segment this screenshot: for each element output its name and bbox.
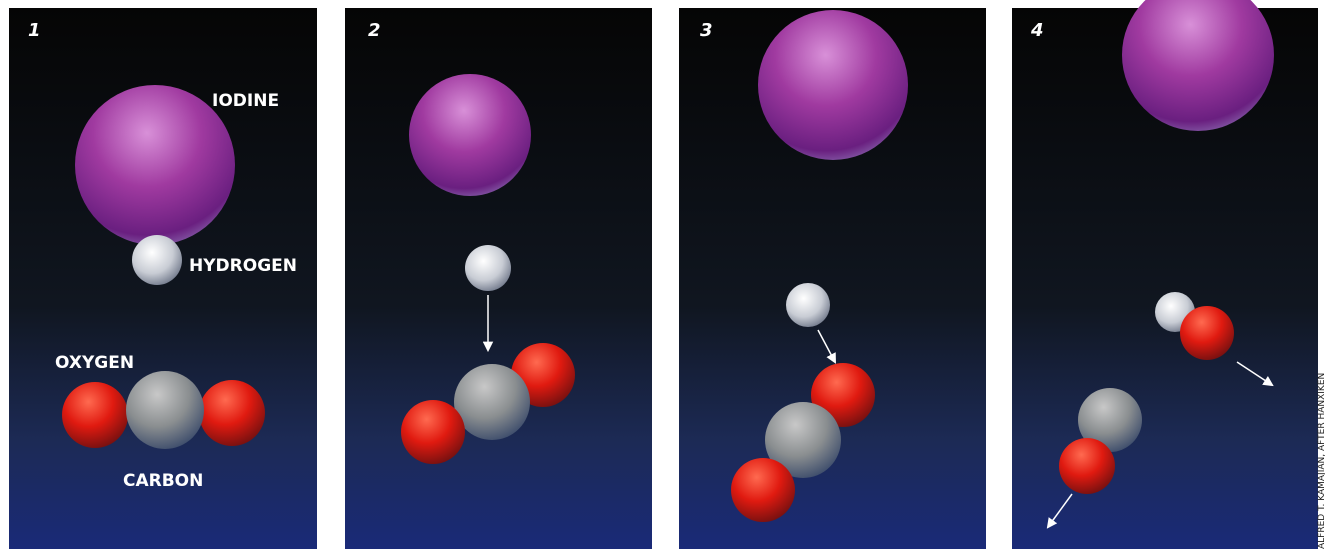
panel-1: 1 IODINE HYDROGEN OXYGEN CARBON (28, 20, 297, 491)
iodine-label: IODINE (212, 91, 279, 111)
arrow (1236, 361, 1274, 387)
oxygen-atom (199, 380, 265, 446)
panel-number: 4 (1030, 20, 1044, 41)
iodine-atom (1122, 0, 1274, 131)
hydrogen-atom (786, 283, 830, 327)
arrow (817, 329, 836, 364)
oxygen-atom (62, 382, 128, 448)
oxygen-label: OXYGEN (55, 353, 134, 373)
oxygen-atom (1180, 306, 1234, 360)
iodine-atom (409, 74, 531, 196)
oxygen-atom (401, 400, 465, 464)
carbon-atom (1078, 388, 1142, 452)
panel-4: 4 (1030, 0, 1274, 529)
panel-number: 1 (28, 20, 41, 41)
carbon-atom (454, 364, 530, 440)
hydrogen-atom (465, 245, 511, 291)
carbon-atom (765, 402, 841, 478)
credit: ALFRED T. KAMAJIAN, AFTER HANXIKEN (1317, 373, 1325, 549)
panel-number: 3 (700, 20, 713, 41)
panel-3: 3 (700, 10, 908, 522)
panel-2: 2 (368, 20, 575, 464)
hydrogen-label: HYDROGEN (189, 256, 297, 276)
carbon-label: CARBON (123, 471, 203, 491)
iodine-atom (758, 10, 908, 160)
oxygen-atom (731, 458, 795, 522)
iodine-atom (75, 85, 235, 245)
hydrogen-atom (132, 235, 182, 285)
arrow (1046, 493, 1073, 529)
panel-number: 2 (368, 20, 381, 41)
carbon-atom (126, 371, 204, 449)
oxygen-atom (1059, 438, 1115, 494)
